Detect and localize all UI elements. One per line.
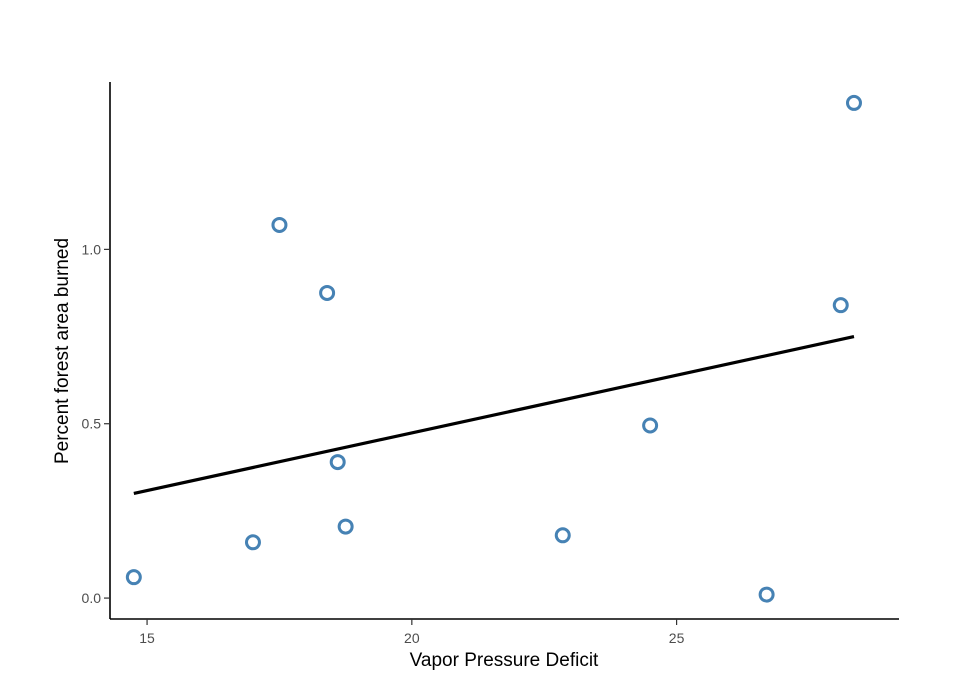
x-tick-label: 20 — [404, 630, 420, 646]
x-tick-label: 15 — [139, 630, 155, 646]
data-point — [845, 94, 862, 111]
data-point — [758, 586, 775, 603]
data-point — [337, 518, 354, 535]
data-point — [329, 454, 346, 471]
data-points — [125, 94, 862, 603]
data-point — [319, 284, 336, 301]
data-point — [642, 417, 659, 434]
x-axis-ticks: 15 20 25 — [139, 619, 685, 646]
data-point — [244, 534, 261, 551]
y-axis-title: Percent forest area burned — [52, 238, 73, 464]
trend-line — [133, 334, 855, 496]
data-point — [554, 527, 571, 544]
y-axis-ticks: 0.0 0.5 1.0 — [82, 241, 110, 606]
data-point — [832, 297, 849, 314]
y-tick-label: 1.0 — [82, 241, 102, 257]
x-axis-title: Vapor Pressure Deficit — [410, 650, 599, 671]
data-point — [125, 569, 142, 586]
data-point — [271, 216, 288, 233]
plot-area: 15 20 25 0.0 0.5 1.0 — [82, 82, 899, 646]
y-tick-label: 0.0 — [82, 590, 102, 606]
y-tick-label: 0.5 — [82, 416, 102, 432]
x-tick-label: 25 — [669, 630, 685, 646]
